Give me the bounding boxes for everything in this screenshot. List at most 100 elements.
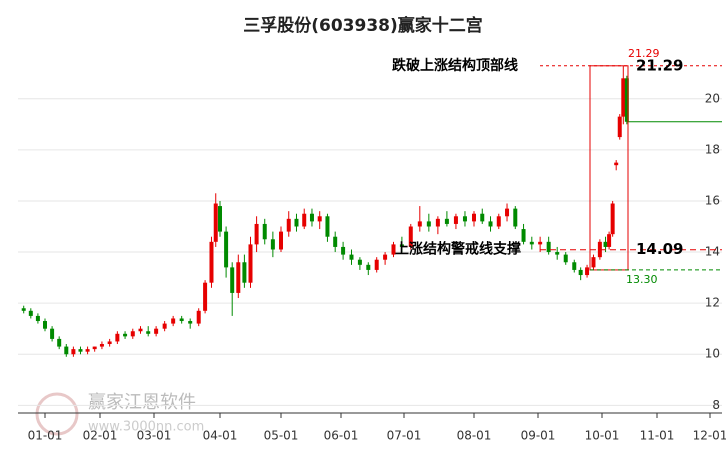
candle-body <box>262 223 267 240</box>
support-label: 上涨结构警戒线支撑 <box>395 241 521 258</box>
candle-body <box>154 328 159 334</box>
candle-body <box>294 218 299 227</box>
candle-body <box>28 310 33 316</box>
x-tick-label: 01-01 <box>28 429 63 443</box>
x-tick-label: 11-01 <box>640 429 675 443</box>
candle-body <box>426 221 431 227</box>
candle-body <box>435 218 440 227</box>
x-tick-label: 08-01 <box>457 429 492 443</box>
candle-body <box>138 328 143 332</box>
chart-title: 三孚股份(603938)赢家十二宫 <box>243 15 483 36</box>
candle-body <box>462 216 467 222</box>
y-tick-label: 18 <box>705 142 720 156</box>
candle-body <box>538 241 543 245</box>
candle-body <box>130 331 135 337</box>
candle-body <box>213 203 218 242</box>
watermark-url: www.3000nn.com <box>88 420 204 435</box>
x-tick-label: 06-01 <box>324 429 359 443</box>
top-value: 21.29 <box>636 56 683 74</box>
candle-body <box>115 333 120 342</box>
candle-body <box>99 344 104 347</box>
watermark-name: 赢家江恩软件 <box>88 391 196 413</box>
candle-body <box>209 241 214 283</box>
candle-body <box>230 267 235 293</box>
candle-body <box>179 318 184 322</box>
y-tick-label: 8 <box>712 398 720 412</box>
candle-body <box>555 252 560 255</box>
candle-body <box>513 208 518 227</box>
candle-body <box>71 349 76 355</box>
candle-body <box>78 349 83 352</box>
candle-body <box>92 346 97 350</box>
candle-body <box>317 216 322 222</box>
x-tick-label: 03-01 <box>137 429 172 443</box>
candle-body <box>417 221 422 227</box>
y-tick-label: 10 <box>705 347 720 361</box>
x-tick-label: 10-01 <box>585 429 620 443</box>
candle-body <box>585 267 590 276</box>
candle-body <box>309 213 314 222</box>
candle-body <box>391 244 396 255</box>
candle-body <box>603 241 608 247</box>
candle-body <box>366 264 371 270</box>
x-tick-label: 02-01 <box>83 429 118 443</box>
candle-body <box>21 308 26 311</box>
candle-body <box>146 331 151 334</box>
candle-body <box>188 321 193 324</box>
top-label: 跌破上涨结构顶部线 <box>392 57 518 74</box>
candle-body <box>597 241 602 258</box>
candle-body <box>614 162 619 166</box>
candle-body <box>254 223 259 245</box>
candle-body <box>617 116 622 138</box>
y-tick-label: 16 <box>705 193 720 207</box>
candle-body <box>171 318 176 324</box>
candle-body <box>621 78 626 117</box>
candle-body <box>488 221 493 227</box>
candle-body <box>325 216 330 237</box>
y-tick-label: 20 <box>705 91 720 105</box>
candle-body <box>408 226 413 247</box>
candle-body <box>302 213 307 227</box>
candle-body <box>218 206 222 232</box>
x-tick-label: 07-01 <box>387 429 422 443</box>
candle-body <box>64 346 69 355</box>
candle-body <box>203 282 208 311</box>
peak-label: 21.29 <box>628 47 660 60</box>
candle-body <box>546 241 551 253</box>
candle-body <box>57 338 62 347</box>
candle-body <box>50 328 55 339</box>
candle-body <box>242 262 247 283</box>
candle-body <box>591 257 596 268</box>
candle-body <box>505 208 510 217</box>
low-label: 13.30 <box>626 273 658 286</box>
candle-body <box>624 78 629 122</box>
candle-body <box>196 310 201 324</box>
candle-body <box>162 323 167 329</box>
candle-body <box>563 254 568 263</box>
candle-body <box>357 259 362 265</box>
candle-body <box>279 231 283 250</box>
candle-body <box>341 246 346 255</box>
watermark-logo <box>35 392 79 436</box>
x-tick-label: 04-01 <box>203 429 238 443</box>
candle-body <box>248 244 253 283</box>
y-tick-label: 14 <box>705 245 720 259</box>
candle-body <box>270 239 275 250</box>
candle-body <box>610 203 615 235</box>
candle-body <box>123 333 128 337</box>
candle-body <box>529 241 534 245</box>
candle-body <box>333 236 338 247</box>
support-value: 14.09 <box>636 240 683 258</box>
candle-body <box>496 216 501 227</box>
candle-body <box>578 269 583 276</box>
candle-body <box>444 218 449 224</box>
candle-body <box>374 259 379 270</box>
candle-body <box>286 218 291 232</box>
candle-body <box>607 234 612 247</box>
y-tick-label: 12 <box>705 296 720 310</box>
candle-body <box>85 349 90 352</box>
candle-body <box>453 216 458 224</box>
candle-body <box>572 262 577 270</box>
candle-body <box>472 213 476 222</box>
